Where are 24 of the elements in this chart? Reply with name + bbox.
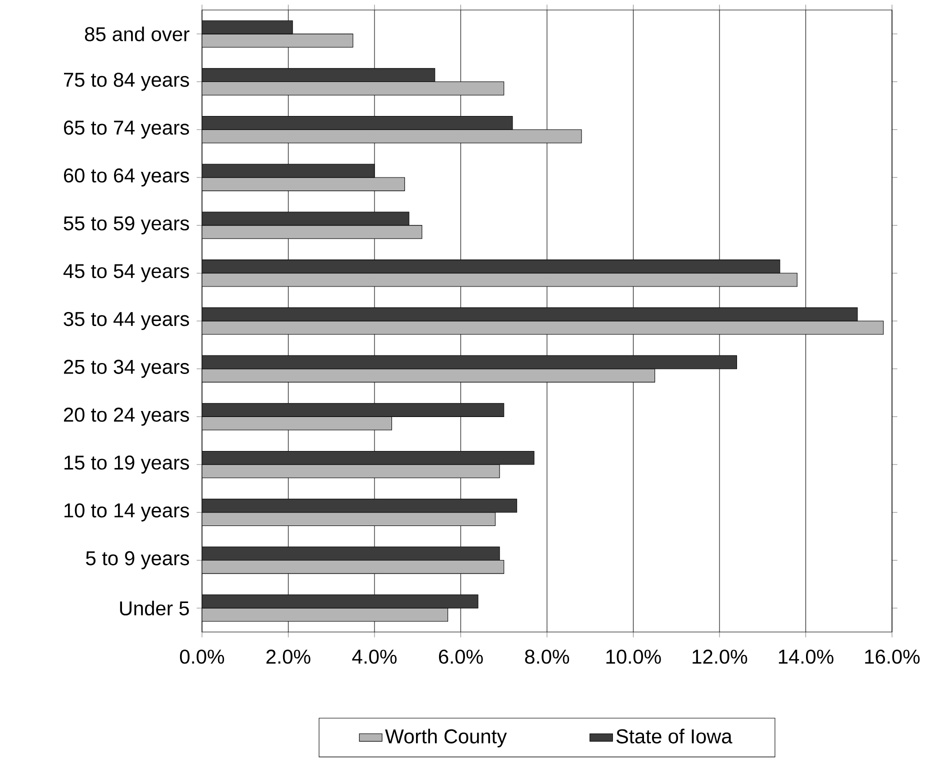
y-tick-label: 45 to 54 years [63,264,189,282]
y-tick-label: 35 to 44 years [64,312,189,330]
x-tick-label: 12.0% [692,650,748,664]
y-tick-label: Under 5 [120,600,189,616]
y-tick-label: 25 to 34 years [64,360,189,378]
x-tick-label: 0.0% [180,650,224,664]
y-tick-label: 5 to 9 years [86,551,189,570]
y-tick-label: 85 and over [84,26,190,42]
x-tick-label: 16.0% [865,650,920,664]
legend-label: State of Iowa [616,728,732,744]
x-tick-label: 10.0% [606,650,661,664]
x-tick-label: 2.0% [266,650,310,664]
x-tick-label: 8.0% [525,650,570,664]
y-tick-label: 75 to 84 years [64,72,189,91]
y-tick-label: 10 to 14 years [64,503,189,522]
legend-label: Worth County [385,728,507,748]
y-tick-label: 55 to 59 years [64,216,189,234]
y-tick-label: 20 to 24 years [64,408,189,426]
x-tick-label: 4.0% [352,650,397,664]
y-tick-label: 15 to 19 years [64,455,189,474]
y-tick-label: 65 to 74 years [64,120,189,139]
x-tick-label: 14.0% [778,650,834,664]
y-tick-label: 60 to 64 years [64,168,189,187]
x-tick-label: 6.0% [438,650,483,664]
